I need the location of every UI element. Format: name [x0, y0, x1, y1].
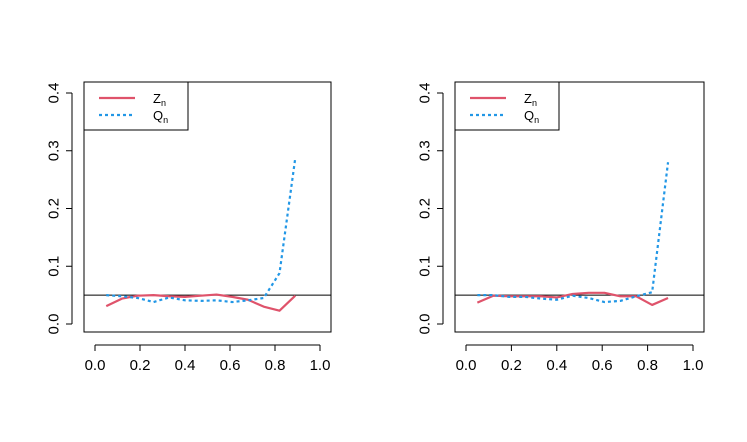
x-tick-label: 0.8	[637, 357, 658, 374]
legend-label-q: Qn	[524, 108, 539, 125]
x-tick-label: 1.0	[683, 357, 704, 374]
x-tick-label: 0.8	[265, 357, 286, 374]
y-tick-label: 0.3	[417, 140, 434, 161]
plot-frame	[454, 81, 705, 333]
x-tick-label: 0.0	[85, 357, 106, 374]
x-tick-label: 0.2	[501, 357, 522, 374]
x-tick-label: 0.6	[220, 357, 241, 374]
y-tick-label: 0.2	[417, 198, 434, 219]
x-tick-label: 0.0	[456, 357, 477, 374]
y-tick-label: 0.1	[417, 256, 434, 277]
x-tick-label: 0.2	[130, 357, 151, 374]
legend-label-z: Zn	[153, 91, 166, 108]
series-q-line	[477, 162, 670, 304]
y-tick-label: 0.2	[46, 198, 63, 219]
y-tick-label: 0.4	[46, 83, 63, 104]
legend-box	[83, 81, 189, 131]
y-tick-label: 0.0	[417, 314, 434, 335]
y-tick-label: 0.1	[46, 256, 63, 277]
x-tick-label: 0.4	[175, 357, 196, 374]
y-tick-label: 0.4	[417, 83, 434, 104]
legend-label-z: Zn	[524, 91, 537, 108]
legend-label-q: Qn	[153, 108, 168, 125]
y-tick-label: 0.0	[46, 314, 63, 335]
legend-box	[454, 81, 560, 131]
x-tick-label: 0.4	[546, 357, 567, 374]
x-tick-label: 0.6	[592, 357, 613, 374]
series-q-line	[106, 158, 297, 304]
x-tick-label: 1.0	[310, 357, 331, 374]
y-tick-label: 0.3	[46, 140, 63, 161]
series-z-line	[105, 293, 297, 312]
plot-frame	[83, 81, 332, 333]
